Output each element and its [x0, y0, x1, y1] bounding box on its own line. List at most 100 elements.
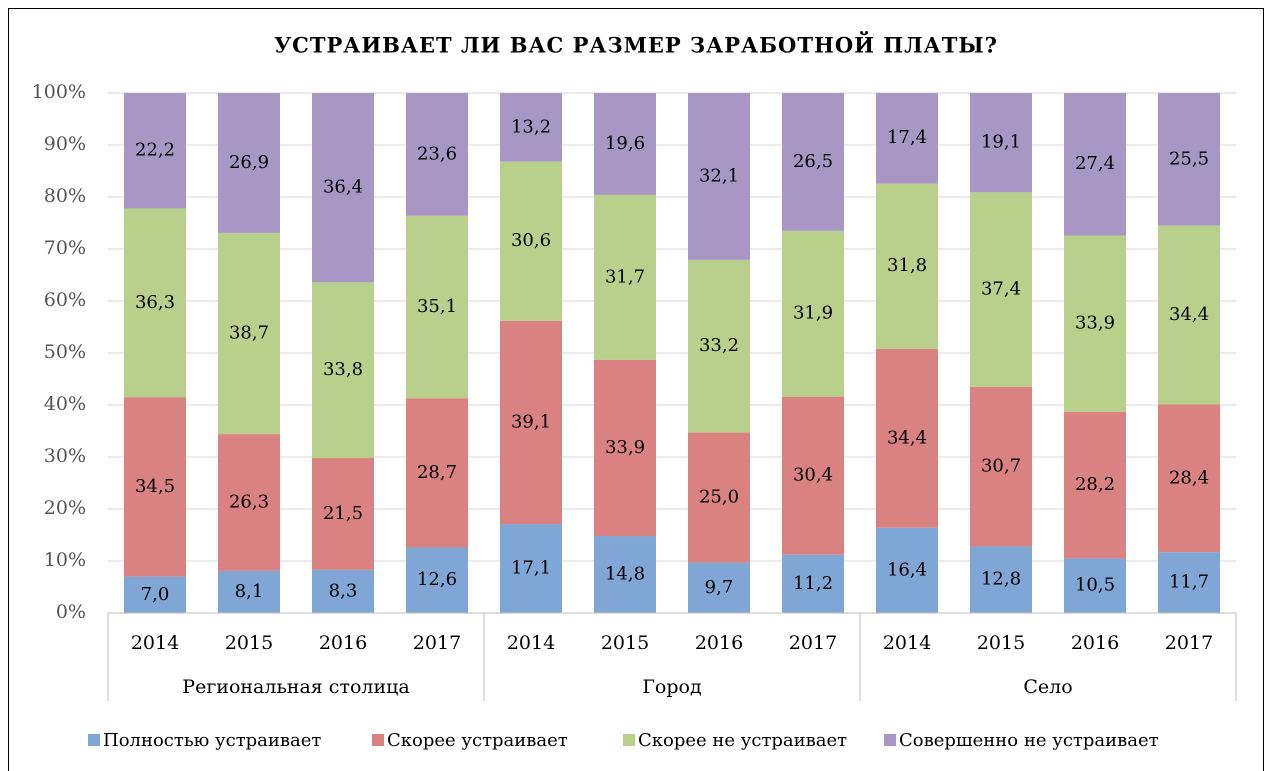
data-label: 19,1 — [981, 132, 1021, 153]
bar-segment — [1064, 558, 1126, 613]
x-tick-label: 2015 — [225, 632, 273, 654]
data-label: 25,5 — [1169, 148, 1209, 169]
data-label: 28,7 — [417, 462, 457, 483]
bar-segment — [688, 432, 750, 563]
data-label: 35,1 — [417, 296, 457, 317]
y-tick-label: 80% — [44, 185, 86, 207]
legend-label: Полностью устраивает — [103, 730, 321, 751]
data-label: 11,2 — [793, 573, 833, 594]
data-label: 34,4 — [887, 427, 927, 448]
bar-segment — [876, 183, 938, 349]
bar-segment — [406, 93, 468, 216]
data-label: 17,4 — [887, 127, 927, 148]
x-tick-label: 2016 — [1071, 632, 1119, 654]
bar-segment — [970, 386, 1032, 547]
bar-segment — [406, 398, 468, 548]
x-tick-label: 2017 — [1165, 632, 1213, 654]
y-tick-label: 70% — [44, 237, 86, 259]
y-tick-label: 30% — [44, 445, 86, 467]
bar-segment — [312, 569, 374, 613]
bar-segment — [218, 434, 280, 571]
legend-swatch — [88, 734, 100, 746]
chart-frame — [8, 8, 1264, 771]
data-label: 14,8 — [605, 564, 645, 585]
data-label: 27,4 — [1075, 153, 1115, 174]
x-tick-label: 2015 — [601, 632, 649, 654]
x-tick-label: 2014 — [507, 632, 555, 654]
group-label: Город — [642, 676, 701, 698]
bar-segment — [312, 458, 374, 570]
data-label: 25,0 — [699, 487, 739, 508]
chart-title: УСТРАИВАЕТ ЛИ ВАС РАЗМЕР ЗАРАБОТНОЙ ПЛАТ… — [274, 32, 998, 58]
bar-segment — [782, 230, 844, 397]
x-tick-label: 2016 — [319, 632, 367, 654]
bar-segment — [500, 524, 562, 613]
y-tick-label: 90% — [44, 133, 86, 155]
legend-swatch — [623, 734, 635, 746]
legend-swatch — [372, 734, 384, 746]
data-label: 37,4 — [981, 279, 1021, 300]
bar-segment — [500, 161, 562, 321]
y-tick-label: 0% — [56, 601, 86, 623]
bar-segment — [876, 527, 938, 613]
data-label: 22,2 — [135, 140, 175, 161]
group-label: Региональная столица — [182, 676, 409, 698]
data-label: 38,7 — [229, 323, 269, 344]
x-tick-label: 2017 — [789, 632, 837, 654]
bar-segment — [970, 546, 1032, 613]
legend-label: Скорее не устраивает — [638, 730, 847, 751]
bar-segment — [688, 562, 750, 613]
bar-segment — [970, 192, 1032, 387]
bar-segment — [124, 93, 186, 209]
data-label: 10,5 — [1075, 575, 1115, 596]
x-tick-label: 2014 — [131, 632, 179, 654]
bar-segment — [970, 93, 1032, 193]
data-label: 9,7 — [705, 577, 734, 598]
bar-segment — [1064, 411, 1126, 559]
bar-segment — [1158, 552, 1220, 613]
bar-segment — [124, 208, 186, 398]
data-label: 13,2 — [511, 116, 551, 137]
bar-segment — [594, 536, 656, 613]
data-label: 11,7 — [1169, 572, 1209, 593]
bar-segment — [594, 194, 656, 360]
legend-swatch — [884, 734, 896, 746]
data-label: 12,6 — [417, 569, 457, 590]
bar-segment — [218, 232, 280, 435]
bar-segment — [124, 397, 186, 577]
data-label: 17,1 — [511, 558, 551, 579]
y-tick-label: 50% — [44, 341, 86, 363]
bar-segment — [1158, 225, 1220, 405]
bar-segment — [1158, 404, 1220, 553]
bar-segment — [500, 93, 562, 162]
data-label: 34,5 — [135, 476, 175, 497]
bar-segment — [1158, 93, 1220, 226]
y-tick-label: 20% — [44, 497, 86, 519]
data-label: 19,6 — [605, 133, 645, 154]
data-label: 30,6 — [511, 230, 551, 251]
bar-segment — [124, 576, 186, 613]
data-label: 12,8 — [981, 569, 1021, 590]
data-label: 21,5 — [323, 503, 363, 524]
data-label: 28,4 — [1169, 467, 1209, 488]
data-label: 23,6 — [417, 143, 457, 164]
bar-segment — [312, 93, 374, 283]
bar-segment — [1064, 235, 1126, 412]
bar-segment — [782, 396, 844, 555]
y-tick-label: 40% — [44, 393, 86, 415]
data-label: 31,7 — [605, 266, 645, 287]
data-label: 33,2 — [699, 335, 739, 356]
x-tick-label: 2014 — [883, 632, 931, 654]
y-tick-label: 60% — [44, 289, 86, 311]
bar-segment — [406, 547, 468, 613]
data-label: 26,3 — [229, 492, 269, 513]
data-label: 36,4 — [323, 177, 363, 198]
bar-segment — [782, 93, 844, 231]
data-label: 33,9 — [1075, 313, 1115, 334]
bar-segment — [782, 554, 844, 613]
data-label: 7,0 — [141, 584, 170, 605]
x-tick-label: 2015 — [977, 632, 1025, 654]
data-label: 8,1 — [235, 581, 264, 602]
data-label: 30,7 — [981, 456, 1021, 477]
